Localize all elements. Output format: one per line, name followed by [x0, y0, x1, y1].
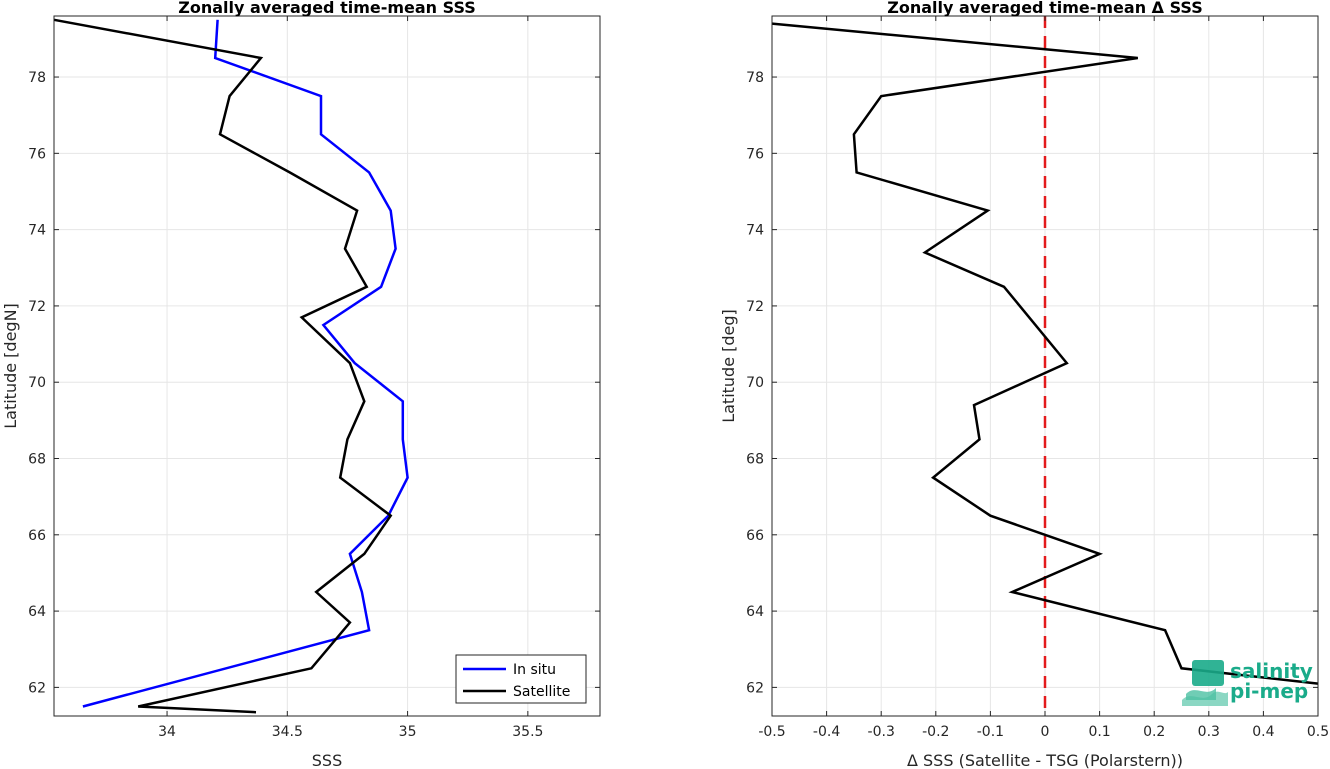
y-tick-label: 72: [746, 299, 764, 315]
x-tick-label: 0: [1041, 724, 1050, 740]
left-y-axis-label: Latitude [degN]: [1, 303, 20, 429]
y-tick-label: 62: [746, 680, 764, 696]
legend-label-satellite: Satellite: [513, 684, 570, 700]
x-tick-label: -0.3: [868, 724, 895, 740]
left-plot-area: [54, 16, 600, 716]
x-tick-label: 35: [399, 724, 417, 740]
right-x-axis-label: Δ SSS (Satellite - TSG (Polarstern)): [907, 751, 1183, 769]
left-chart-title: Zonally averaged time-mean SSS: [178, 0, 476, 17]
logo-waves-icon: [1182, 660, 1228, 706]
y-tick-label: 78: [746, 70, 764, 86]
y-tick-label: 68: [28, 452, 46, 468]
x-tick-label: 35.5: [512, 724, 543, 740]
y-tick-label: 64: [746, 604, 764, 620]
left-axes-frame: [53, 15, 601, 717]
x-tick-label: -0.4: [813, 724, 840, 740]
legend: In situ Satellite: [455, 654, 587, 704]
series-line-delta-sss: [771, 22, 1319, 685]
x-tick-label: 0.1: [1088, 724, 1110, 740]
y-tick-label: 66: [746, 528, 764, 544]
left-panel: 34 34.5 35 35.5 62 64 66 68 70 72 74 76 78 Zonally a…: [1, 0, 601, 769]
right-ticks: -0.5 -0.4 -0.3 -0.2 -0.1 0 0.1 0.2 0.3 0.4 0.5 62 64…: [746, 16, 1329, 740]
legend-box: [455, 654, 587, 704]
y-tick-label: 76: [28, 146, 46, 162]
x-tick-label: -0.5: [758, 724, 785, 740]
left-x-axis-label: SSS: [312, 751, 342, 769]
right-series-group: [771, 22, 1319, 685]
left-series-group: [53, 18, 409, 714]
y-tick-label: 76: [746, 146, 764, 162]
x-tick-label: 0.2: [1143, 724, 1165, 740]
right-chart-title: Zonally averaged time-mean Δ SSS: [887, 0, 1203, 17]
x-tick-label: 0.5: [1307, 724, 1329, 740]
salinity-pi-mep-logo: salinity pi-mep: [1182, 659, 1313, 706]
x-tick-label: -0.2: [922, 724, 949, 740]
y-tick-label: 64: [28, 604, 46, 620]
y-tick-label: 70: [28, 375, 46, 391]
left-ticks: 34 34.5 35 35.5 62 64 66 68 70 72 74 76 78: [28, 16, 600, 740]
x-tick-label: 34: [158, 724, 176, 740]
legend-label-in-situ: In situ: [513, 662, 556, 678]
y-tick-label: 74: [28, 223, 46, 239]
series-line-in-situ: [82, 19, 409, 708]
y-tick-label: 74: [746, 223, 764, 239]
right-panel: -0.5 -0.4 -0.3 -0.2 -0.1 0 0.1 0.2 0.3 0.4 0.5 62 64…: [719, 0, 1329, 769]
y-tick-label: 78: [28, 70, 46, 86]
x-tick-label: 0.4: [1252, 724, 1274, 740]
x-tick-label: 0.3: [1198, 724, 1220, 740]
y-tick-label: 62: [28, 680, 46, 696]
y-tick-label: 68: [746, 452, 764, 468]
y-tick-label: 72: [28, 299, 46, 315]
logo-text-salinity: salinity: [1230, 659, 1313, 683]
x-tick-label: -0.1: [977, 724, 1004, 740]
series-line-satellite: [53, 18, 393, 714]
right-y-axis-label: Latitude [deg]: [719, 309, 738, 423]
y-tick-label: 70: [746, 375, 764, 391]
x-tick-label: 34.5: [272, 724, 303, 740]
logo-text-pi-mep: pi-mep: [1230, 679, 1308, 703]
y-tick-label: 66: [28, 528, 46, 544]
